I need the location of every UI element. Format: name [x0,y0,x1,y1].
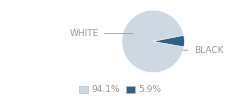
Wedge shape [122,10,184,73]
Legend: 94.1%, 5.9%: 94.1%, 5.9% [75,82,165,98]
Wedge shape [153,35,184,47]
Text: BLACK: BLACK [183,46,223,55]
Text: WHITE: WHITE [69,29,133,38]
